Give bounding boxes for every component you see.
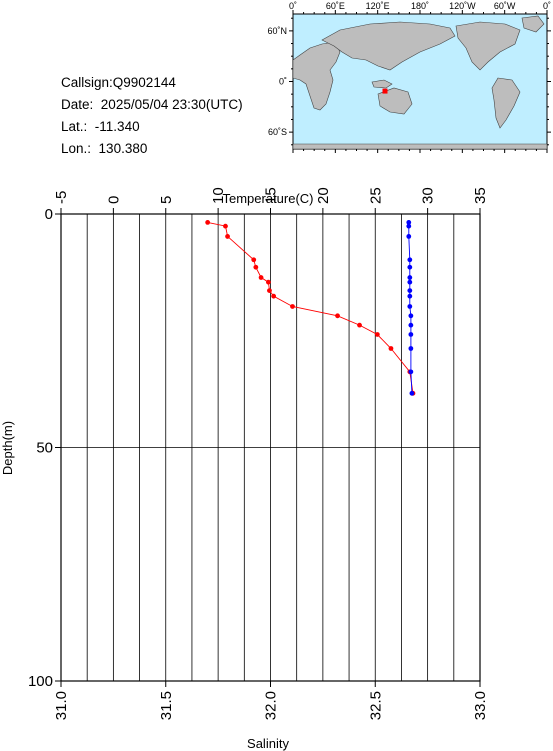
temperature-line <box>207 221 414 394</box>
temperature-series <box>205 220 416 396</box>
map-lon-label: 60˚W <box>494 1 516 11</box>
map-land <box>293 15 547 149</box>
temperature-tick-label: 0 <box>105 196 122 204</box>
greenland <box>521 15 545 33</box>
profile-plot: -5 0 5 10 15 20 25 30 35 31.0 31.5 32.0 32.5 33.0 05… <box>0 187 489 751</box>
salinity-line <box>408 222 413 394</box>
temperature-tick-label: 5 <box>158 196 175 204</box>
north-america <box>455 21 521 71</box>
salinity-axis-label: Salinity <box>247 736 289 751</box>
temperature-tick-label: 15 <box>263 187 280 204</box>
lon-line: Lon.: 130.380 <box>61 141 148 156</box>
temperature-tick-label: 20 <box>315 187 332 204</box>
salinity-point <box>408 332 414 337</box>
antarctica <box>293 143 547 149</box>
salinity-point <box>407 257 413 263</box>
salinity-point <box>406 234 412 239</box>
lon-value: 130.380 <box>98 141 148 156</box>
map-lat-label: 60˚S <box>268 127 287 137</box>
temperature-point <box>266 279 271 285</box>
salinity-tick-label: 32.5 <box>367 691 384 720</box>
depth-tick-label: 0 <box>45 206 53 223</box>
salinity-point <box>409 390 415 396</box>
callsign-line: Callsign:Q9902144 <box>61 75 176 90</box>
temperature-point <box>205 220 211 225</box>
temperature-point <box>253 264 259 270</box>
south-america <box>491 77 521 129</box>
temperature-tick-label: 35 <box>472 187 489 204</box>
lat-value: -11.340 <box>94 119 140 134</box>
salinity-tick-label: 32.0 <box>263 691 280 720</box>
float-info: Callsign:Q9902144 Date: 2025/05/04 23:30… <box>61 72 243 160</box>
callsign-value: Q9902144 <box>112 75 176 90</box>
temperature-point <box>223 223 228 229</box>
salinity-point <box>407 275 413 280</box>
map-lon-label: 120˚E <box>366 1 390 11</box>
date-value: 2025/05/04 23:30(UTC) <box>100 97 243 112</box>
salinity-series <box>406 220 415 396</box>
salinity-point <box>407 304 413 309</box>
location-map: 0˚ 60˚E 120˚E 180˚ 120˚W 60˚W 0˚ 60˚N 0˚ 60˚S <box>267 1 551 153</box>
salinity-tick-label: 31.5 <box>158 691 175 720</box>
salinity-point <box>407 279 413 285</box>
temperature-point <box>251 257 257 263</box>
temperature-point <box>357 322 362 328</box>
map-lat-label: 0˚ <box>279 77 287 87</box>
depth-tick-label: 100 <box>28 673 53 690</box>
date-line: Date: 2025/05/04 23:30(UTC) <box>61 97 243 112</box>
salinity-point <box>407 288 413 293</box>
lat-line: Lat.: -11.340 <box>61 119 140 134</box>
temperature-point <box>225 234 230 239</box>
salinity-point <box>407 264 413 270</box>
depth-tick-label: 50 <box>36 440 53 457</box>
indonesia <box>371 79 393 89</box>
salinity-tick-label: 33.0 <box>472 691 489 720</box>
map-lon-label: 60˚E <box>326 1 345 11</box>
temperature-point <box>290 304 295 309</box>
temperature-point <box>267 288 272 293</box>
temperature-point <box>388 346 394 351</box>
map-lon-label: 0˚ <box>543 1 551 11</box>
temperature-point <box>335 313 340 319</box>
float-location-marker <box>382 88 388 94</box>
salinity-point <box>408 313 414 319</box>
temperature-axis-label: Temperature(C) <box>222 191 313 206</box>
salinity-point <box>408 322 414 328</box>
salinity-point <box>406 223 412 229</box>
temperature-tick-label: -5 <box>53 191 70 204</box>
australia <box>377 87 413 115</box>
temperature-tick-label: 25 <box>367 187 384 204</box>
map-lon-label: 120˚W <box>449 1 476 11</box>
salinity-point <box>407 293 413 299</box>
temperature-point <box>374 332 380 337</box>
map-lon-label: 180˚ <box>411 1 429 11</box>
map-lon-label: 0˚ <box>289 1 297 11</box>
temperature-tick-label: 10 <box>210 187 227 204</box>
temperature-point <box>258 275 264 280</box>
salinity-tick-label: 31.0 <box>53 691 70 720</box>
salinity-point <box>408 346 414 351</box>
africa-europe <box>293 41 341 111</box>
temperature-point <box>271 293 277 299</box>
plot-grid <box>61 214 480 681</box>
map-lat-label: 60˚N <box>267 26 287 36</box>
asia <box>321 21 456 71</box>
salinity-point <box>408 369 414 375</box>
salinity-point <box>406 220 412 225</box>
depth-axis-label: Depth(m) <box>0 421 15 475</box>
temperature-tick-label: 30 <box>420 187 437 204</box>
